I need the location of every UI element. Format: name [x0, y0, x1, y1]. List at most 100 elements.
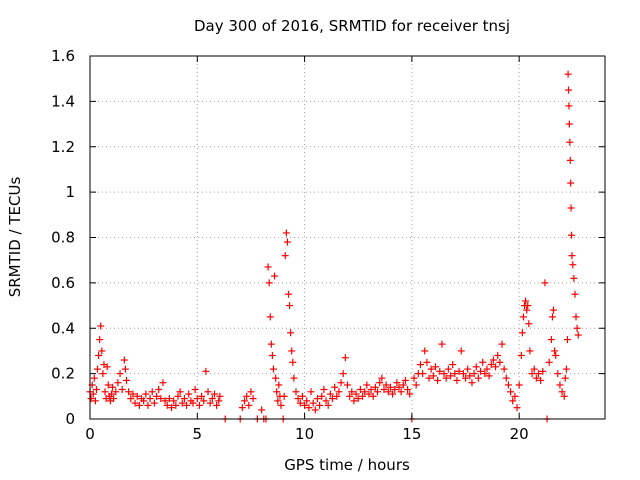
data-point	[442, 374, 450, 382]
data-point	[163, 401, 171, 409]
x-axis-label: GPS time / hours	[284, 456, 410, 474]
data-point	[114, 379, 122, 387]
data-point	[518, 329, 526, 337]
data-point	[198, 392, 206, 400]
data-point	[109, 383, 117, 391]
data-point	[371, 383, 379, 391]
data-point	[427, 365, 435, 373]
data-point	[434, 376, 442, 384]
data-point	[386, 383, 394, 391]
data-point	[393, 379, 401, 387]
data-point	[528, 370, 536, 378]
data-point	[104, 381, 112, 389]
data-point	[554, 370, 562, 378]
plot-frame	[89, 55, 606, 420]
data-point	[423, 358, 431, 366]
data-point	[526, 347, 534, 355]
data-point	[125, 388, 133, 396]
data-point	[419, 370, 427, 378]
data-point	[367, 386, 375, 394]
data-point	[374, 388, 382, 396]
data-point	[395, 383, 403, 391]
y-tick-label: 0.6	[51, 274, 75, 292]
data-point	[565, 86, 573, 94]
data-point	[455, 367, 463, 375]
data-point	[537, 376, 545, 384]
data-point	[566, 138, 574, 146]
data-point	[90, 374, 98, 382]
data-point	[485, 372, 493, 380]
data-point	[496, 358, 504, 366]
y-tick-labels: 0 0.2 0.4 0.6 0.8 1 1.2 1.4 1.6	[51, 47, 75, 428]
data-point	[552, 351, 560, 359]
data-point	[489, 356, 497, 364]
data-point	[210, 390, 218, 398]
data-point	[391, 386, 399, 394]
data-point	[296, 399, 304, 407]
data-point	[519, 313, 527, 321]
data-point	[570, 274, 578, 282]
data-point	[135, 401, 143, 409]
data-point	[572, 313, 580, 321]
data-point	[284, 290, 292, 298]
data-point	[170, 397, 178, 405]
y-axis-label: SRMTID / TECUs	[6, 177, 24, 298]
data-point	[468, 379, 476, 387]
data-point	[120, 356, 128, 364]
data-point	[421, 347, 429, 355]
data-point	[525, 320, 533, 328]
data-point	[112, 388, 120, 396]
x-tick-labels: 0 5 10 15 20	[85, 425, 528, 443]
data-point	[548, 313, 556, 321]
data-point	[294, 395, 302, 403]
data-point	[142, 390, 150, 398]
data-point	[91, 397, 99, 405]
data-point	[326, 390, 334, 398]
data-point	[568, 252, 576, 260]
data-point	[107, 390, 115, 398]
data-point	[146, 395, 154, 403]
data-point	[243, 392, 251, 400]
data-point	[305, 404, 313, 412]
data-point	[404, 386, 412, 394]
data-point	[195, 401, 203, 409]
data-point	[92, 386, 100, 394]
data-point	[249, 395, 257, 403]
data-point	[574, 331, 582, 339]
data-point	[271, 272, 279, 280]
data-point	[204, 388, 212, 396]
data-point	[502, 374, 510, 382]
data-point	[376, 379, 384, 387]
data-point	[479, 358, 487, 366]
data-point	[547, 336, 555, 344]
data-point	[481, 370, 489, 378]
data-point	[110, 395, 118, 403]
data-point	[522, 297, 530, 305]
data-point	[569, 261, 577, 269]
data-point	[274, 397, 282, 405]
data-point	[412, 381, 420, 389]
data-point	[335, 388, 343, 396]
data-point	[98, 347, 106, 355]
data-point	[350, 397, 358, 405]
data-point	[356, 386, 364, 394]
data-point	[453, 376, 461, 384]
data-point	[352, 390, 360, 398]
data-point	[311, 406, 319, 414]
data-point	[161, 397, 169, 405]
data-point	[95, 351, 103, 359]
data-point	[532, 374, 540, 382]
data-point	[451, 370, 459, 378]
data-point	[202, 367, 210, 375]
data-point	[193, 395, 201, 403]
data-point	[562, 365, 570, 373]
data-point	[116, 370, 124, 378]
data-point	[157, 395, 165, 403]
data-point	[245, 401, 253, 409]
data-point	[389, 390, 397, 398]
data-point	[534, 370, 542, 378]
data-point	[492, 363, 500, 371]
data-point	[316, 401, 324, 409]
data-point	[313, 395, 321, 403]
data-point	[174, 392, 182, 400]
